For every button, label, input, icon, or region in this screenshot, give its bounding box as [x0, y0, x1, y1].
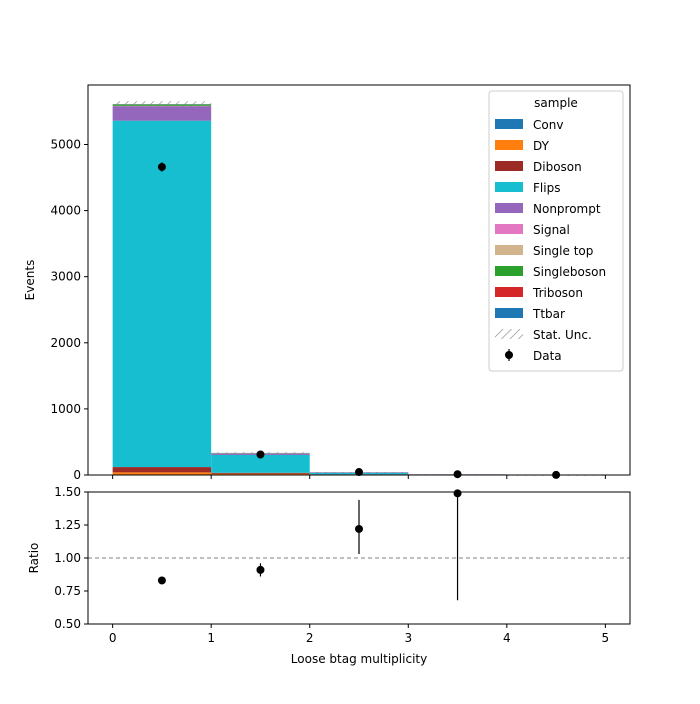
main-y-tick-label: 1000 [50, 402, 81, 416]
legend-label-diboson: Diboson [533, 160, 582, 174]
main-y-tick-label: 5000 [50, 137, 81, 151]
ratio-point-1 [256, 566, 264, 574]
x-axis-label: Loose btag multiplicity [291, 652, 427, 666]
main-y-axis-label: Events [23, 260, 37, 301]
ratio-point-0 [158, 576, 166, 584]
legend-swatch-singleboson [495, 266, 523, 276]
legend-swatch-nonprompt [495, 203, 523, 213]
legend-label-dy: DY [533, 139, 550, 153]
data-point-1 [256, 451, 264, 459]
legend-data-marker [505, 351, 513, 359]
legend-label-conv: Conv [533, 118, 563, 132]
main-y-tick-label: 2000 [50, 336, 81, 350]
ratio-x-tick-label: 0 [109, 631, 117, 645]
legend-swatch-single-top [495, 245, 523, 255]
ratio-point-3 [454, 489, 462, 497]
data-point-3 [454, 470, 462, 478]
bar-diboson-bin-0 [113, 467, 212, 472]
legend-label-data: Data [533, 349, 562, 363]
ratio-x-tick-label: 4 [503, 631, 511, 645]
bar-diboson-bin-1 [211, 473, 310, 474]
ratio-x-tick-label: 2 [306, 631, 314, 645]
main-y-tick-label: 0 [73, 468, 81, 482]
legend-label-stat-unc: Stat. Unc. [533, 328, 592, 342]
legend-swatch-stat-unc [495, 329, 523, 339]
ratio-points-group [158, 489, 462, 600]
ratio-x-tick-label: 3 [404, 631, 412, 645]
legend-label-single-top: Single top [533, 244, 593, 258]
legend-swatch-diboson [495, 161, 523, 171]
legend-label-ttbar: Ttbar [532, 307, 565, 321]
main-y-tick-label: 3000 [50, 270, 81, 284]
bar-nonprompt-bin-0 [113, 106, 212, 121]
ratio-x-tick-label: 1 [207, 631, 215, 645]
ratio-point-2 [355, 525, 363, 533]
bar-flips-bin-0 [113, 121, 212, 467]
legend-swatch-signal [495, 224, 523, 234]
legend-swatch-conv [495, 119, 523, 129]
ratio-y-tick-label: 1.25 [54, 518, 81, 532]
ratio-x-tick-label: 5 [602, 631, 610, 645]
legend-swatch-triboson [495, 287, 523, 297]
data-point-0 [158, 163, 166, 171]
legend-label-triboson: Triboson [532, 286, 583, 300]
bar-dy-bin-0 [113, 472, 212, 474]
legend-swatch-ttbar [495, 308, 523, 318]
legend-label-flips: Flips [533, 181, 560, 195]
ratio-y-tick-label: 0.50 [54, 617, 81, 631]
legend-label-signal: Signal [533, 223, 570, 237]
ratio-y-axis-label: Ratio [27, 543, 41, 574]
legend-label-nonprompt: Nonprompt [533, 202, 601, 216]
legend: sample Conv DY Diboson Flips Nonprompt Signal S… [489, 91, 623, 371]
ratio-axes: 0.50 0.75 1.00 1.25 1.50 0 1 2 3 4 5 [54, 485, 630, 645]
ratio-y-tick-label: 1.00 [54, 551, 81, 565]
stat-unc-band-bin-0 [113, 101, 212, 107]
legend-swatch-flips [495, 182, 523, 192]
main-y-tick-label: 4000 [50, 204, 81, 218]
ratio-y-tick-label: 1.50 [54, 485, 81, 499]
ratio-y-tick-label: 0.75 [54, 584, 81, 598]
legend-title: sample [534, 96, 578, 110]
legend-label-singleboson: Singleboson [533, 265, 606, 279]
legend-swatch-dy [495, 140, 523, 150]
